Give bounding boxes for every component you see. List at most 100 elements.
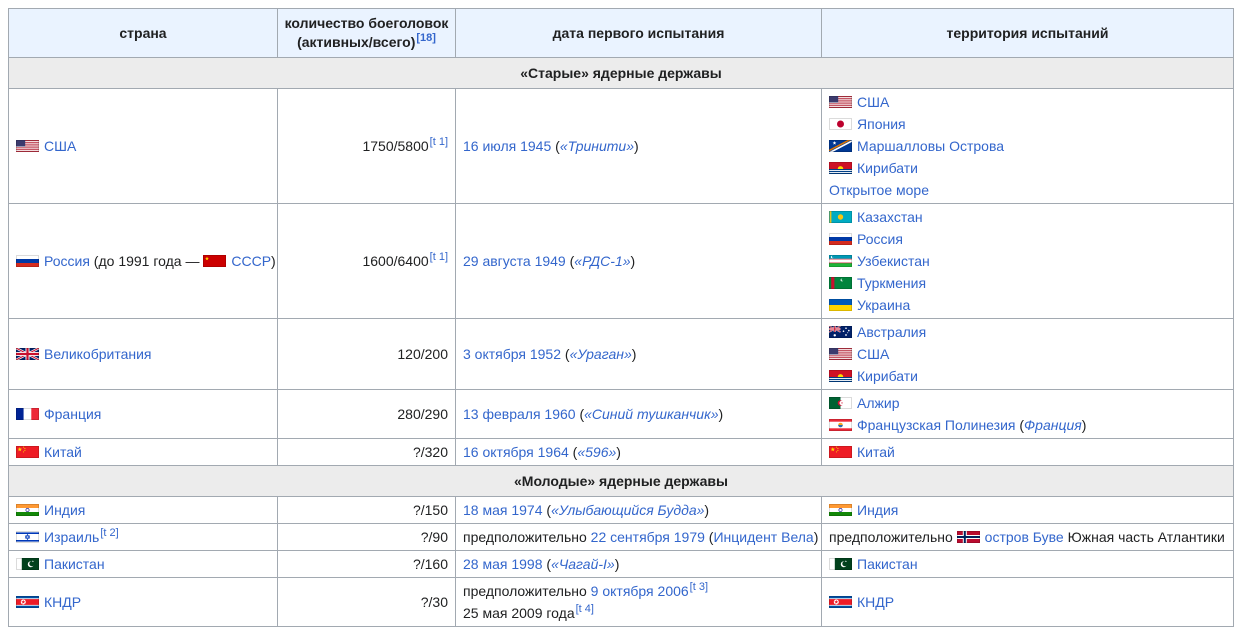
wiki-link[interactable]: 28 мая 1998 [463, 556, 543, 572]
cell-country: Индия [8, 496, 278, 524]
text-span: ) [631, 346, 637, 362]
wiki-link[interactable]: Пакистан [857, 556, 918, 572]
footnote-ref-link[interactable]: [t 3] [689, 581, 709, 594]
wiki-link[interactable]: Маршалловы Острова [857, 138, 1005, 154]
flag-north-korea-icon[interactable] [16, 596, 39, 608]
flag-usa-icon[interactable] [829, 348, 852, 360]
wiki-link[interactable]: «Ураган» [569, 346, 632, 362]
flag-india-icon[interactable] [16, 504, 39, 516]
wiki-link[interactable]: Кирибати [857, 160, 918, 176]
wiki-link[interactable]: Кирибати [857, 368, 918, 384]
flag-french-polynesia-icon[interactable] [829, 419, 852, 431]
wiki-link[interactable]: Пакистан [44, 556, 105, 572]
cell-line: 16 июля 1945 («Тринити») [463, 135, 814, 157]
flag-russia-icon[interactable] [829, 233, 852, 245]
wiki-link[interactable]: Инцидент Вела [713, 529, 814, 545]
flag-turkmenistan-icon[interactable] [829, 277, 852, 289]
wiki-link[interactable]: 13 февраля 1960 [463, 406, 576, 422]
wiki-link[interactable]: Великобритания [44, 346, 152, 362]
footnote-ref: [t 1] [430, 136, 448, 148]
wiki-link[interactable]: Россия [857, 231, 903, 247]
cell-line: Франция [16, 403, 270, 425]
footnote-ref-link[interactable]: [t 4] [575, 603, 594, 616]
wiki-link[interactable]: Австралия [857, 324, 927, 340]
footnote-ref-link[interactable]: [t 2] [100, 527, 119, 540]
cell-test-territory: Пакистан [821, 550, 1234, 578]
cell-line: 1750/5800[t 1] [285, 135, 448, 157]
flag-kiribati-icon[interactable] [829, 162, 852, 174]
cell-line: Пакистан [829, 553, 1226, 575]
footnote-ref-link[interactable]: [t 1] [429, 251, 448, 264]
wiki-link[interactable]: 16 октября 1964 [463, 444, 569, 460]
wiki-link[interactable]: Казахстан [857, 209, 923, 225]
wiki-link[interactable]: КНДР [44, 594, 82, 610]
wiki-link[interactable]: Украина [857, 297, 911, 313]
flag-china-icon[interactable] [16, 446, 39, 458]
wiki-link[interactable]: 9 октября 2006 [590, 583, 689, 599]
wiki-link[interactable]: Россия [44, 253, 90, 269]
wiki-link[interactable]: 18 мая 1974 [463, 502, 543, 518]
flag-ussr-icon[interactable] [203, 255, 227, 267]
wiki-link[interactable]: «Улыбающийся Будда» [551, 502, 705, 518]
flag-norway-icon[interactable] [956, 531, 980, 543]
wiki-link[interactable]: 3 октября 1952 [463, 346, 561, 362]
flag-france-icon[interactable] [16, 408, 39, 420]
wiki-link[interactable]: Франция [1024, 417, 1082, 433]
flag-india-icon[interactable] [829, 504, 852, 516]
wiki-link[interactable]: СССР [231, 253, 272, 269]
text-span: 25 мая 2009 года [463, 605, 575, 621]
wiki-link[interactable]: Открытое море [829, 182, 929, 198]
wiki-link[interactable]: «Тринити» [559, 138, 634, 154]
wiki-link[interactable]: Китай [44, 444, 82, 460]
wiki-link[interactable]: Франция [44, 406, 102, 422]
cell-line: Израиль[t 2] [16, 526, 270, 548]
wiki-link[interactable]: Израиль [44, 529, 100, 545]
text-span: ) [813, 529, 819, 545]
flag-algeria-icon[interactable] [829, 397, 852, 409]
flag-north-korea-icon[interactable] [829, 596, 852, 608]
cell-line: предположительно 22 сентября 1979 (Инцид… [463, 526, 818, 548]
wiki-link[interactable]: Французская Полинезия [857, 417, 1016, 433]
flag-united-kingdom-icon[interactable] [16, 348, 39, 360]
flag-kazakhstan-icon[interactable] [829, 211, 852, 223]
wiki-link[interactable]: Китай [857, 444, 895, 460]
wiki-link[interactable]: Япония [857, 116, 906, 132]
flag-pakistan-icon[interactable] [16, 558, 39, 570]
wiki-link[interactable]: Туркмения [857, 275, 927, 291]
wiki-link[interactable]: США [44, 138, 77, 154]
wiki-link[interactable]: «Чагай-I» [551, 556, 615, 572]
cell-warheads: 1750/5800[t 1] [277, 88, 456, 204]
flag-pakistan-icon[interactable] [829, 558, 852, 570]
wiki-link[interactable]: США [857, 94, 890, 110]
flag-uzbekistan-icon[interactable] [829, 255, 852, 267]
wiki-link[interactable]: США [857, 346, 890, 362]
footnote-ref-link[interactable]: [t 1] [429, 136, 448, 149]
cell-test-territory: Алжир Французская Полинезия (Франция) [821, 389, 1234, 439]
wiki-link[interactable]: остров Буве [984, 529, 1064, 545]
flag-australia-icon[interactable] [829, 326, 852, 338]
flag-usa-icon[interactable] [16, 140, 39, 152]
flag-kiribati-icon[interactable] [829, 370, 852, 382]
cell-line: ?/30 [285, 591, 448, 613]
wiki-link[interactable]: «596» [577, 444, 617, 460]
wiki-link[interactable]: «Синий тушканчик» [584, 406, 719, 422]
flag-israel-icon[interactable] [16, 531, 39, 543]
wiki-link[interactable]: Алжир [857, 395, 900, 411]
wiki-link[interactable]: 22 сентября 1979 [590, 529, 705, 545]
flag-russia-icon[interactable] [16, 255, 39, 267]
cell-line: ?/90 [285, 526, 448, 548]
flag-japan-icon[interactable] [829, 118, 852, 130]
wiki-link[interactable]: Индия [857, 502, 899, 518]
wiki-link[interactable]: 29 августа 1949 [463, 253, 566, 269]
flag-marshall-islands-icon[interactable] [829, 140, 852, 152]
wiki-link[interactable]: «РДС-1» [574, 253, 631, 269]
wiki-link[interactable]: Узбекистан [857, 253, 930, 269]
wiki-link[interactable]: КНДР [857, 594, 895, 610]
wiki-link[interactable]: 16 июля 1945 [463, 138, 552, 154]
flag-ukraine-icon[interactable] [829, 299, 852, 311]
footnote-ref-18-link[interactable]: [18] [416, 32, 436, 45]
header-warheads-label-line1: количество боеголовок [284, 15, 449, 31]
flag-china-icon[interactable] [829, 446, 852, 458]
wiki-link[interactable]: Индия [44, 502, 86, 518]
flag-usa-icon[interactable] [829, 96, 852, 108]
